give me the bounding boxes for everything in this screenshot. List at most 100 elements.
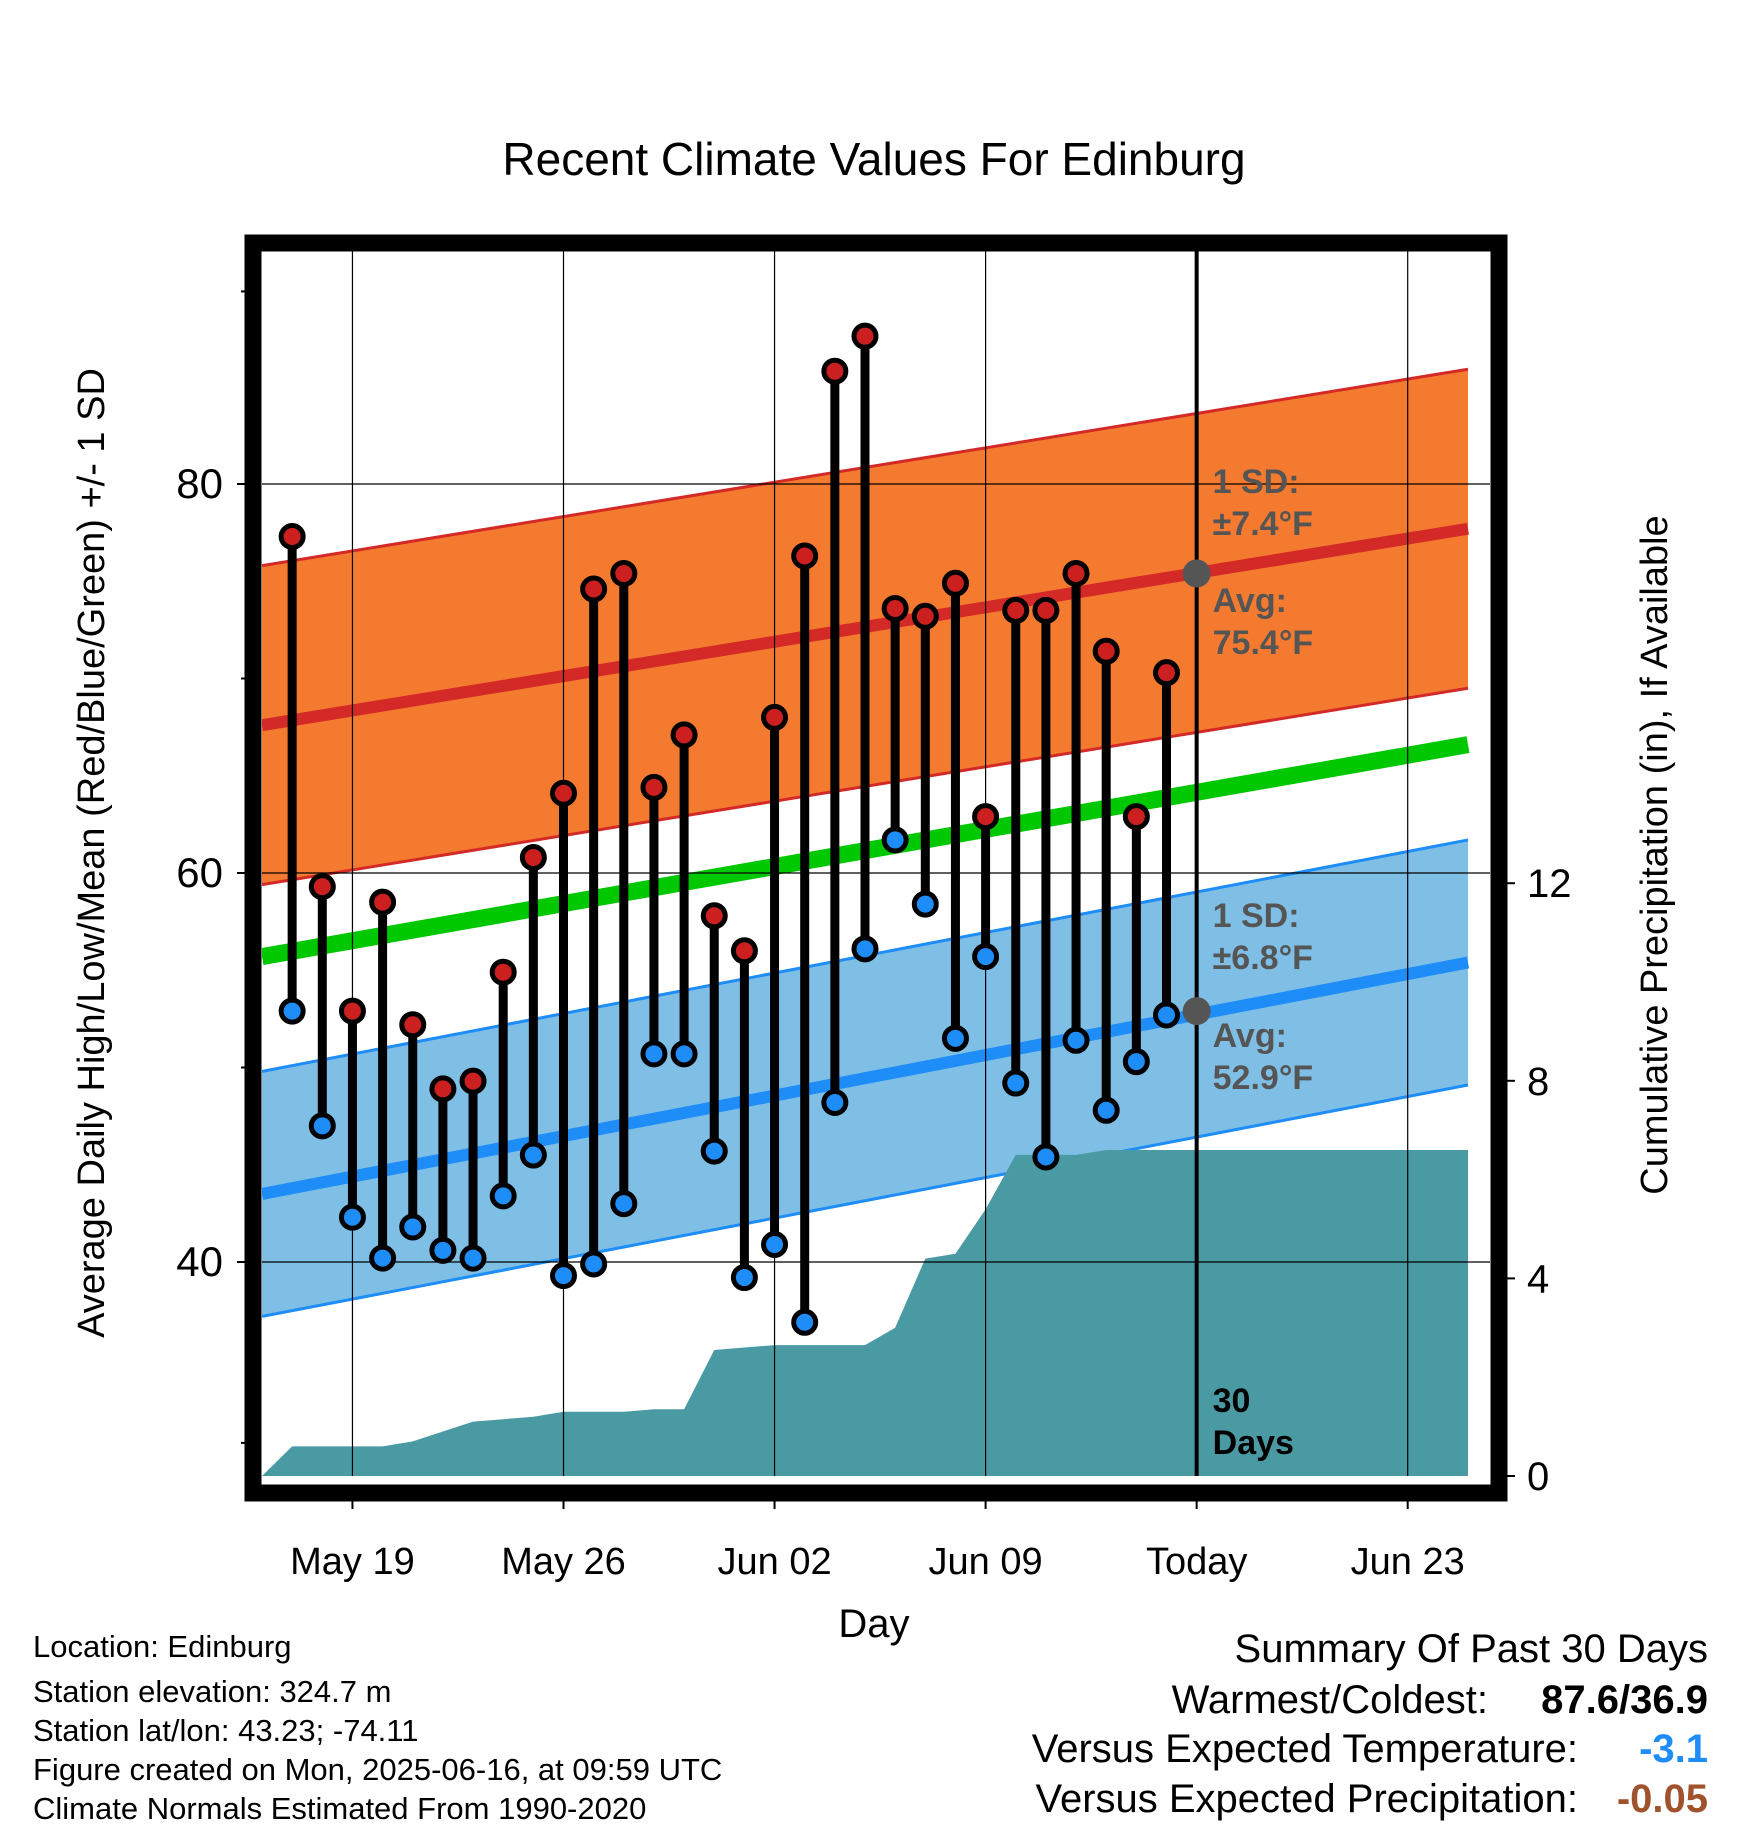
low-point [851,935,879,963]
high-point [1092,637,1120,665]
low-point [399,1213,427,1241]
low-point [580,1250,608,1278]
x-tick-label: May 26 [501,1541,626,1583]
high-point [881,594,909,622]
high-point [761,703,789,731]
high-point [399,1011,427,1039]
high-point [519,843,547,871]
low-point [429,1236,457,1264]
today-low-normal-marker [1182,997,1211,1026]
low-point [640,1040,668,1068]
high-point [580,575,608,603]
low-point [1092,1096,1120,1124]
high-point [1122,803,1150,831]
high-point [489,958,517,986]
y-tick-label: 80 [176,460,223,507]
summary-precip-value: -0.05 [1616,1777,1708,1821]
high-point [670,721,698,749]
low-point [911,890,939,918]
low-sd-annotation-line: 1 SD: [1213,897,1300,935]
summary-warmest: Warmest/Coldest: 87.6/36.9 [808,1678,1708,1724]
low-normal-line [262,956,1470,1200]
high-point [459,1067,487,1095]
high-point [791,542,819,570]
low-point [791,1308,819,1336]
info-location: Location: Edinburg [33,1629,292,1664]
summary-warmest-value: 87.6/36.9 [1541,1678,1708,1722]
y2-axis-label: Cumulative Precipitation (in), If Availa… [1634,515,1676,1194]
high-sd-annotation-line: 1 SD: [1213,463,1300,501]
high-sd-annotation-line: ±7.4°F [1213,505,1313,543]
low-point [489,1182,517,1210]
low-point [338,1203,366,1231]
y-axis-label: Average Daily High/Low/Mean (Red/Blue/Gr… [71,368,113,1338]
high-point [429,1075,457,1103]
x-tick-label: Jun 02 [718,1541,832,1583]
summary-temp-value: -3.1 [1639,1727,1708,1771]
high-point [1032,596,1060,624]
y2-tick-label: 8 [1527,1060,1549,1104]
low-point [730,1264,758,1292]
days-annotation-line: Days [1213,1424,1294,1462]
low-sd-annotation: 1 SD: ±6.8°F [1213,897,1313,977]
low-point [1062,1026,1090,1054]
low-avg-annotation: Avg: 52.9°F [1213,1017,1314,1097]
low-point [670,1040,698,1068]
low-point [1122,1048,1150,1076]
high-point [1062,559,1090,587]
high-point [972,803,1000,831]
low-point [459,1244,487,1272]
summary-temp: Versus Expected Temperature: -3.1 [808,1727,1708,1773]
summary-precip-label: Versus Expected Precipitation: [1035,1777,1578,1821]
plot-area: 1 SD: ±7.4°F Avg: 75.4°F 1 SD: ±6.8°F Avg: 52.9… [176,234,1572,1583]
low-point [610,1190,638,1218]
high-point [610,559,638,587]
high-point [851,322,879,350]
high-point [338,997,366,1025]
y2-tick-label: 4 [1527,1257,1549,1301]
chart-title: Recent Climate Values For Edinburg [502,133,1245,185]
low-point [308,1112,336,1140]
low-avg-annotation-line: 52.9°F [1213,1059,1314,1097]
info-created: Figure created on Mon, 2025-06-16, at 09… [33,1752,723,1787]
low-point [700,1137,728,1165]
low-point [941,1024,969,1052]
high-point [911,602,939,630]
low-point [1002,1069,1030,1097]
days-annotation: 30 Days [1213,1382,1294,1462]
high-point [700,902,728,930]
info-normals: Climate Normals Estimated From 1990-2020 [33,1791,647,1826]
y2-tick-label: 0 [1527,1455,1549,1499]
low-avg-annotation-line: Avg: [1213,1017,1287,1055]
summary-warmest-label: Warmest/Coldest: [1171,1678,1488,1722]
low-sd-annotation-line: ±6.8°F [1213,939,1313,977]
high-avg-annotation-line: Avg: [1213,582,1287,620]
summary-title: Summary Of Past 30 Days [1234,1627,1708,1671]
x-tick-label: May 19 [290,1541,415,1583]
low-point [1153,1001,1180,1029]
low-point [550,1262,577,1290]
plot-frame [244,234,1508,1502]
plot-inner: 1 SD: ±7.4°F Avg: 75.4°F 1 SD: ±6.8°F Avg: 52.9… [262,248,1490,1476]
high-point [941,569,969,597]
high-sd-annotation: 1 SD: ±7.4°F [1213,463,1313,543]
x-axis-label: Day [838,1602,909,1646]
high-point [1002,596,1030,624]
low-band-lower [262,1083,1469,1318]
days-annotation-line: 30 [1213,1382,1251,1420]
summary-temp-label: Versus Expected Temperature: [1031,1727,1578,1771]
y-tick-label: 40 [176,1238,223,1285]
high-point [369,888,397,916]
high-point [730,937,758,965]
low-point [972,943,1000,971]
x-tick-label: Jun 23 [1351,1541,1465,1583]
summary-precip: Versus Expected Precipitation: -0.05 [808,1777,1708,1823]
high-point [1153,659,1180,687]
high-point [640,773,668,801]
precip-area [262,1149,1468,1476]
today-high-normal-marker [1182,559,1211,588]
info-elevation: Station elevation: 324.7 m [33,1674,392,1709]
y-tick-label: 60 [176,849,223,896]
low-point [369,1244,397,1272]
